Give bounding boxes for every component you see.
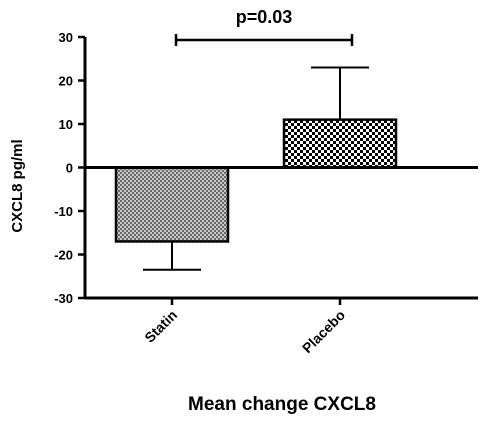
y-tick-label: -20 [54, 248, 73, 263]
axes-layer [83, 37, 478, 300]
bars-layer [114, 118, 398, 243]
error-bars-layer [143, 66, 369, 271]
bar-statin [114, 166, 230, 243]
x-tick-label-placebo: Placebo [299, 307, 348, 356]
y-axis-label: CXCL8 pg/ml [9, 139, 26, 232]
y-tick-label: 10 [59, 117, 73, 132]
p-value-label: p=0.03 [236, 7, 293, 27]
y-tick-label: -10 [54, 204, 73, 219]
error-bar-placebo [311, 66, 369, 120]
error-bar-statin [143, 241, 201, 271]
significance-bracket [174, 34, 354, 46]
x-axis-label: Mean change CXCL8 [188, 394, 376, 415]
y-tick-label: 30 [59, 30, 73, 45]
annotation-layer: p=0.03 [174, 7, 354, 46]
bar-placebo [282, 118, 398, 169]
y-tick-label: 20 [59, 74, 73, 89]
y-tick-label: -30 [54, 291, 73, 306]
x-tick-label-statin: Statin [141, 307, 180, 346]
y-tick-label: 0 [66, 161, 73, 176]
